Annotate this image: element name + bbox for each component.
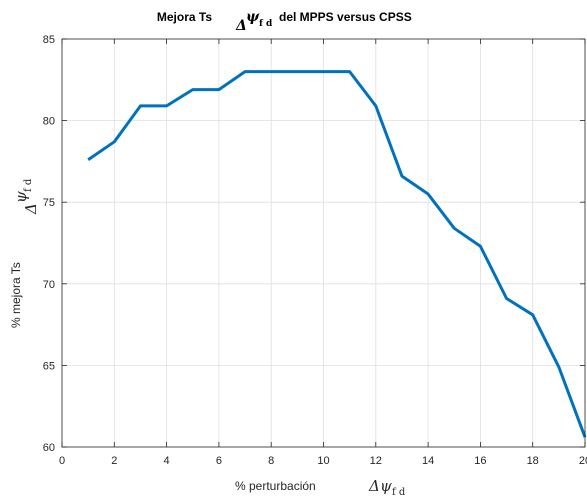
x-tick-label: 12: [370, 455, 382, 467]
series-line: [87, 70, 587, 438]
x-tick-label: 18: [527, 455, 539, 467]
x-tick-label: 14: [422, 455, 434, 467]
x-axis-label-delta: Δ: [368, 477, 380, 495]
x-axis-label-text: % perturbación: [235, 479, 316, 493]
y-tick-label: 85: [43, 34, 55, 46]
y-tick-label: 60: [43, 442, 55, 454]
axes-box: [61, 38, 586, 448]
title-prefix: Mejora Ts: [157, 10, 212, 24]
x-tick-label: 10: [317, 455, 329, 467]
x-tick-label: 4: [164, 455, 170, 467]
y-axis-label-subscript: f d: [23, 178, 34, 192]
axis-ticks: [61, 38, 586, 448]
y-tick-label: 70: [43, 279, 55, 291]
x-tick-label: 2: [111, 455, 117, 467]
title-subscript: f d: [259, 19, 273, 29]
x-axis-label: % perturbación Δ ψ f d: [235, 477, 406, 498]
series-group: [87, 70, 587, 438]
y-tick-label: 80: [43, 116, 55, 128]
x-tick-labels: 0 2 4 6 8 10 12 14 16 18 20: [59, 455, 587, 467]
x-tick-label: 16: [474, 455, 486, 467]
y-axis-label: % mejora Ts Δ ψ f d: [9, 178, 40, 328]
x-tick-label: 0: [59, 455, 65, 467]
y-axis-label-delta: Δ: [22, 203, 40, 215]
title-suffix: del MPPS versus CPSS: [279, 10, 412, 24]
y-tick-label: 65: [43, 360, 55, 372]
title-delta: Δ: [235, 18, 247, 34]
y-axis-label-text: % mejora Ts: [9, 262, 23, 328]
title-symbol: ψ: [246, 9, 260, 25]
x-tick-label: 8: [268, 455, 274, 467]
chart-title: Mejora Ts Δ ψ f d del MPPS versus CPSS: [157, 9, 412, 34]
y-axis-label-symbol: ψ: [12, 191, 30, 203]
x-axis-label-subscript: f d: [392, 487, 406, 498]
y-tick-label: 75: [43, 197, 55, 209]
x-tick-label: 20: [579, 455, 587, 467]
x-tick-label: 6: [216, 455, 222, 467]
y-tick-labels: 60 65 70 75 80 85: [43, 34, 55, 454]
x-axis-label-symbol: ψ: [380, 477, 392, 495]
